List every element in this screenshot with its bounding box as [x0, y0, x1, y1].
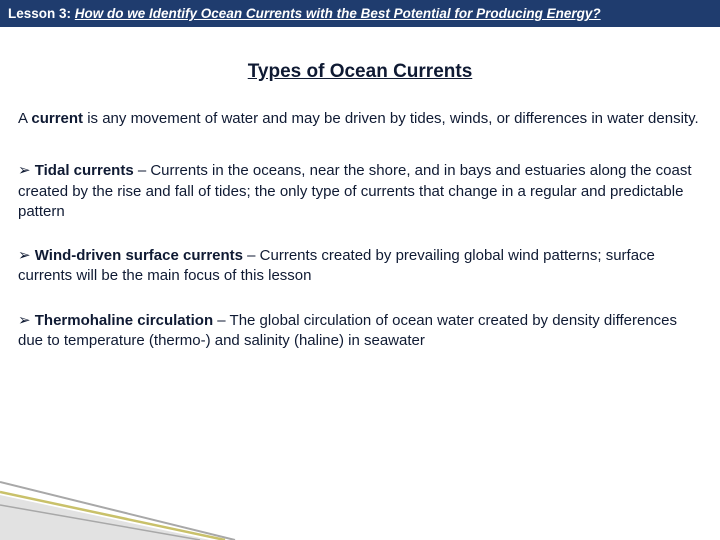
- bullet-term: Thermohaline circulation: [35, 312, 213, 329]
- intro-rest: is any movement of water and may be driv…: [83, 110, 699, 127]
- bullet-item: ➢ Thermohaline circulation – The global …: [18, 311, 702, 352]
- corner-decoration: [0, 460, 260, 540]
- bullet-item: ➢ Wind-driven surface currents – Current…: [18, 246, 702, 287]
- lesson-label: Lesson 3:: [8, 6, 71, 21]
- slide-content: Types of Ocean Currents A current is any…: [0, 27, 720, 351]
- bullet-term: Tidal currents: [35, 162, 134, 179]
- bullet-marker: ➢: [18, 312, 35, 329]
- lesson-header: Lesson 3: How do we Identify Ocean Curre…: [0, 0, 720, 27]
- bullet-term: Wind-driven surface currents: [35, 247, 243, 264]
- bullet-marker: ➢: [18, 247, 35, 264]
- lesson-question: How do we Identify Ocean Currents with t…: [75, 6, 601, 21]
- intro-bold-term: current: [31, 110, 83, 127]
- intro-paragraph: A current is any movement of water and m…: [18, 109, 702, 129]
- bullet-item: ➢ Tidal currents – Currents in the ocean…: [18, 161, 702, 222]
- slide-title: Types of Ocean Currents: [18, 61, 702, 83]
- intro-prefix: A: [18, 110, 31, 127]
- bullet-marker: ➢: [18, 162, 35, 179]
